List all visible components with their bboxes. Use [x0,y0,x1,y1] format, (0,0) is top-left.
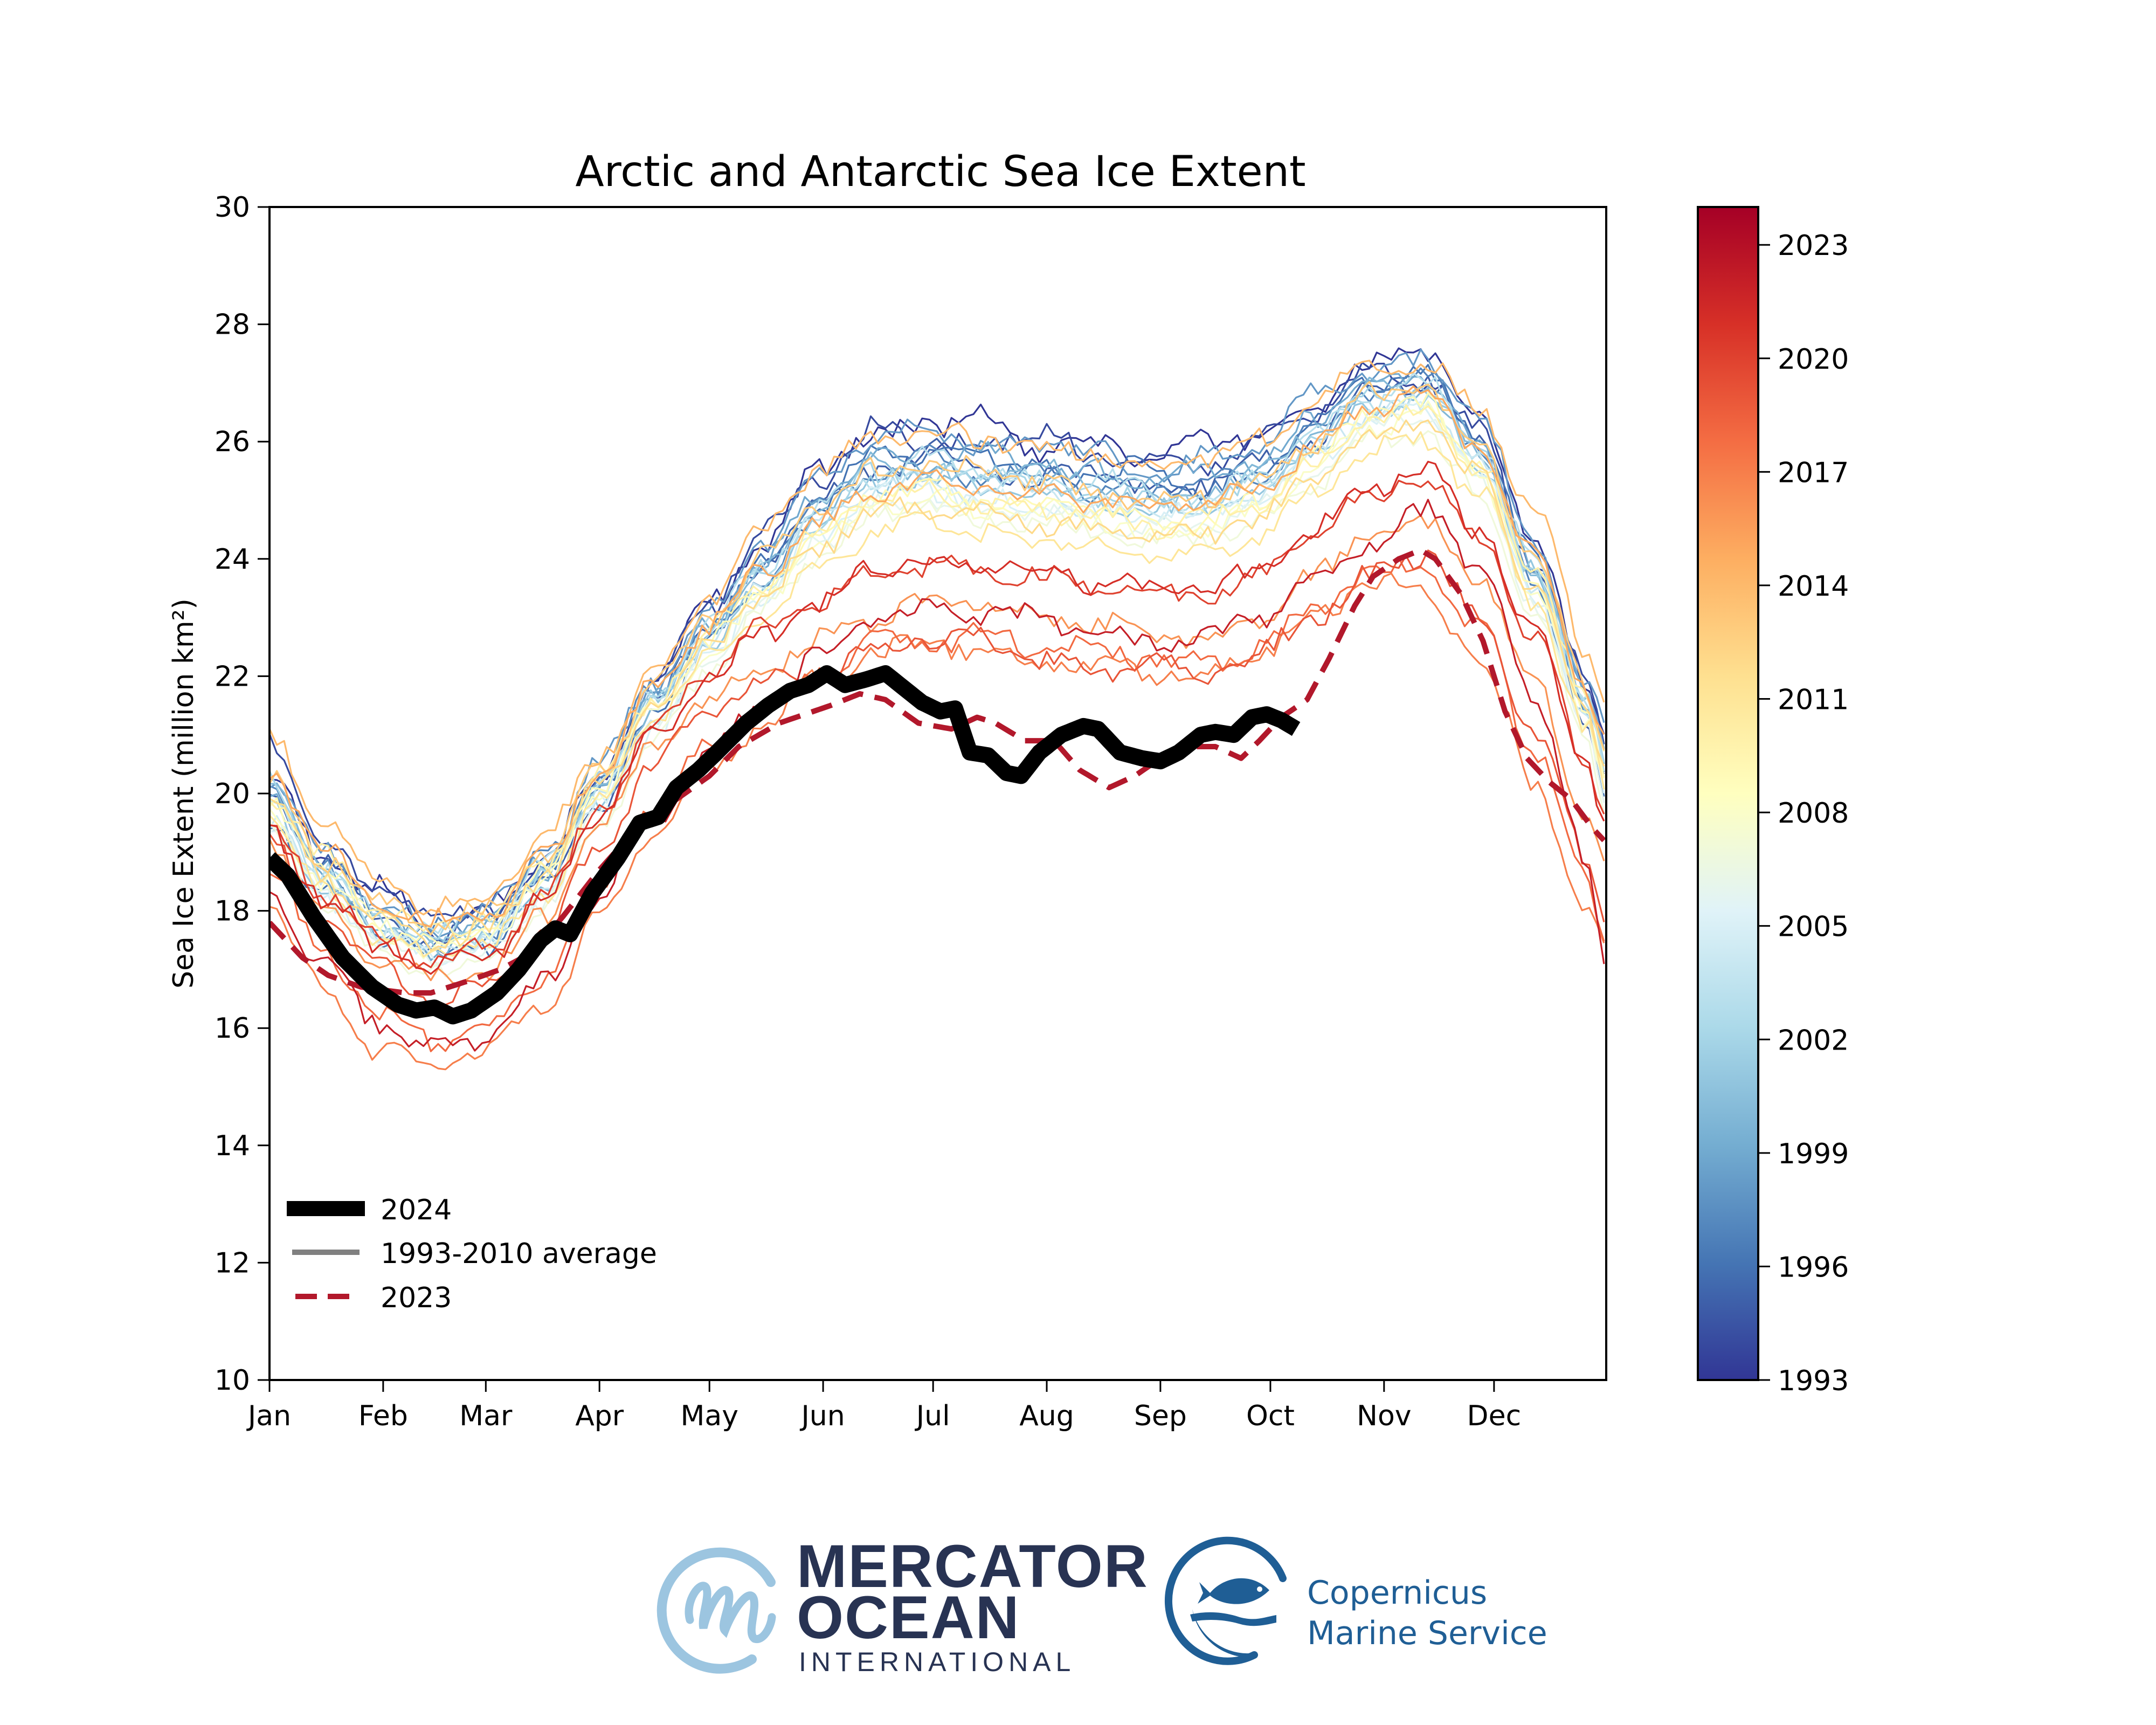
y-tick-label: 26 [215,426,250,458]
year-line-2019 [270,549,1605,1009]
y-tick-label: 30 [215,191,250,224]
year-line-2001 [270,385,1605,955]
mercator-logo-line1: MERCATOR [797,1533,1149,1600]
mercator-logo-line2: OCEAN [797,1584,1020,1651]
x-tick-label-mar: Mar [459,1400,513,1432]
x-tick-label-apr: Apr [575,1400,624,1432]
x-tick-label-may: May [680,1400,738,1432]
colorbar-tick-label: 1993 [1778,1365,1849,1397]
copernicus-logo-line1: Copernicus [1307,1574,1488,1612]
legend-label-2024: 2024 [381,1194,452,1226]
colorbar-tick-label: 2023 [1778,230,1849,262]
year-line-1997 [270,367,1605,950]
year-line-2003 [270,372,1605,946]
year-line-2006 [270,412,1605,968]
year-line-2012 [270,419,1605,951]
x-tick-label-nov: Nov [1357,1400,1412,1432]
mercator-logo-line3: INTERNATIONAL [799,1647,1076,1677]
line-2023-group [270,547,1606,996]
x-tick-label-oct: Oct [1246,1400,1295,1432]
colorbar-frame [1697,206,1759,1381]
y-tick-label: 28 [215,309,250,341]
y-tick-label: 12 [215,1247,250,1279]
colorbar-tick-label: 1999 [1778,1138,1849,1170]
year-line-2014 [270,360,1605,916]
y-tick-label: 20 [215,778,250,810]
year-line-1995 [270,375,1605,950]
x-tick-label-dec: Dec [1467,1400,1522,1432]
copernicus-fish-wave-icon [1164,1536,1287,1665]
year-line-2016 [270,514,1605,985]
colorbar-tick-label: 2002 [1778,1024,1849,1057]
line-2023-dashed [270,547,1606,996]
colorbar-tick-label: 2014 [1778,570,1849,603]
colorbar-tick-label: 1996 [1778,1251,1849,1284]
colorbar-ticks: 1993 1996 1999 2002 2005 2008 2011 2014 2017 2020… [1758,230,1849,1397]
line-2024 [270,665,1301,1025]
y-tick-label: 18 [215,895,250,928]
x-tick-label-jul: Jul [915,1400,950,1432]
y-tick-label: 24 [215,543,250,576]
x-tick-label-aug: Aug [1019,1400,1074,1432]
colorbar: 1993 1996 1999 2002 2005 2008 2011 2014 2017 2020… [1697,206,1849,1397]
colorbar-tick-label: 2008 [1778,797,1849,830]
y-axis-label: Sea Ice Extent (million km²) [168,598,200,989]
year-line-2010 [270,404,1605,937]
colorbar-tick-label: 2011 [1778,684,1849,716]
year-line-2022 [270,499,1605,1052]
colorbar-gradient [1698,207,1758,1380]
year-line-2021 [270,460,1605,975]
y-tick-label: 16 [215,1012,250,1045]
x-tick-label-feb: Feb [358,1400,408,1432]
x-axis-ticks: Jan Feb Mar Apr May Jun Jul Aug Sep Oct Nov Dec [246,1380,1521,1432]
year-line-2017 [270,572,1605,1071]
mercator-m-swirl-icon [657,1547,776,1674]
colorbar-tick-label: 2017 [1778,457,1849,489]
x-tick-label-jan: Jan [246,1400,291,1432]
year-line-2015 [270,385,1605,928]
copernicus-logo-line2: Marine Service [1307,1614,1547,1652]
year-line-2009 [270,392,1605,946]
year-line-2020 [270,479,1605,969]
historical-year-lines [270,347,1605,1071]
y-axis-ticks: 10 12 14 16 18 20 22 24 26 28 30 [215,191,270,1397]
year-line-1996 [270,364,1605,958]
year-line-2005 [270,401,1605,967]
y-tick-label: 10 [215,1364,250,1397]
colorbar-tick-label: 2005 [1778,911,1849,943]
year-line-2013 [270,381,1605,936]
y-tick-label: 22 [215,660,250,693]
y-tick-label: 14 [215,1130,250,1162]
x-tick-label-sep: Sep [1134,1400,1187,1432]
colorbar-tick-label: 2020 [1778,343,1849,376]
line-2024-group [270,665,1301,1025]
legend: 2024 1993-2010 average 2023 [287,1194,657,1314]
legend-label-2023: 2023 [381,1282,452,1314]
legend-label-average: 1993-2010 average [381,1238,657,1270]
chart-title: Arctic and Antarctic Sea Ice Extent [575,148,1305,196]
x-tick-label-jun: Jun [799,1400,845,1432]
